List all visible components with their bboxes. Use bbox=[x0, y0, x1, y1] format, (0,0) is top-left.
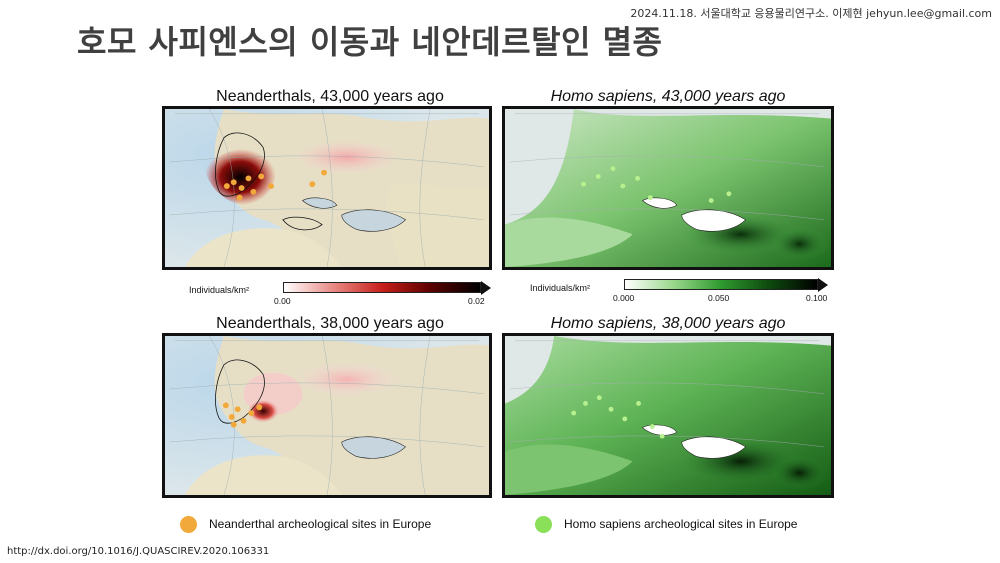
panel-title-neanderthals-43k: Neanderthals, 43,000 years ago bbox=[216, 88, 444, 105]
tick-neanderthal-max: 0.02 bbox=[468, 296, 485, 306]
slide-title: 호모 사피엔스의 이동과 네안데르탈인 멸종 bbox=[77, 23, 663, 61]
citation-link[interactable]: http://dx.doi.org/10.1016/J.QUASCIREV.20… bbox=[7, 546, 270, 557]
tick-sapiens-min: 0.000 bbox=[613, 293, 635, 303]
map-sapiens-38k bbox=[502, 333, 834, 498]
tick-sapiens-mid: 0.050 bbox=[708, 293, 730, 303]
panel-title-sapiens-43k: Homo sapiens, 43,000 years ago bbox=[550, 88, 786, 105]
colorbar-arrow-neanderthal bbox=[481, 281, 491, 295]
colorbar-sapiens bbox=[624, 279, 818, 290]
legend-dot-neanderthal bbox=[180, 516, 197, 533]
map-sapiens-43k bbox=[502, 106, 834, 270]
map-sapiens-38k-graphic bbox=[505, 336, 831, 495]
panel-title-neanderthals-38k: Neanderthals, 38,000 years ago bbox=[216, 315, 444, 332]
colorbar-arrow-sapiens bbox=[818, 278, 828, 292]
map-neanderthals-43k-graphic bbox=[165, 109, 489, 267]
map-sapiens-43k-graphic bbox=[505, 109, 831, 267]
legend-dot-sapiens bbox=[535, 516, 552, 533]
map-neanderthals-38k-graphic bbox=[165, 336, 489, 495]
map-neanderthals-43k bbox=[162, 106, 492, 270]
scale-label-sapiens: Individuals/km² bbox=[530, 283, 591, 293]
legend-label-sapiens: Homo sapiens archeological sites in Euro… bbox=[564, 517, 798, 531]
scale-label-neanderthal: Individuals/km² bbox=[189, 285, 250, 295]
header-note: 2024.11.18. 서울대학교 응용물리연구소. 이제현 jehyun.le… bbox=[630, 7, 992, 20]
legend-label-neanderthal: Neanderthal archeological sites in Europ… bbox=[209, 517, 432, 531]
map-neanderthals-38k bbox=[162, 333, 492, 498]
tick-neanderthal-min: 0.00 bbox=[274, 296, 291, 306]
tick-sapiens-max: 0.100 bbox=[806, 293, 828, 303]
colorbar-neanderthal bbox=[283, 282, 481, 293]
panel-title-sapiens-38k: Homo sapiens, 38,000 years ago bbox=[550, 315, 786, 332]
